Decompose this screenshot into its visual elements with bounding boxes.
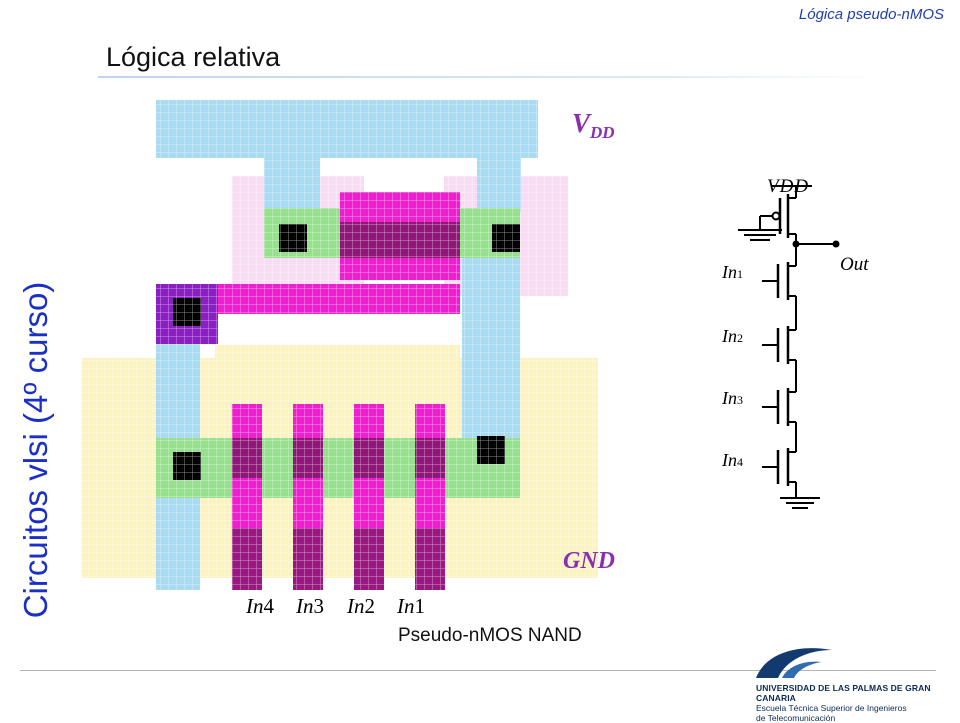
school-name-line1: Escuela Técnica Superior de Ingenieros [756,703,907,713]
footer-rule [20,670,936,671]
schematic-input-label-in2: In2 [722,326,743,346]
layout-input-label-in2: In2 [347,594,375,618]
header-topic: Lógica pseudo-nMOS [798,6,944,23]
school-name-line2: de Telecomunicación [756,713,836,723]
layout-grid-overlay [82,100,598,590]
schematic-wires [738,185,840,509]
university-logo-icon [756,648,832,678]
layout-vdd-label: VDD [572,108,615,142]
layout-input-label-in4: In4 [246,594,274,618]
schematic-vdd-label: VDD [767,176,810,197]
schematic-out-label: Out [840,254,869,275]
slide-title: Lógica relativa [106,42,281,72]
layout-layers [82,100,598,590]
university-name: UNIVERSIDAD DE LAS PALMAS DE GRAN CANARI… [756,683,931,703]
university-name-block: UNIVERSIDAD DE LAS PALMAS DE GRAN CANARI… [756,683,960,723]
layout-gnd-label: GND [563,548,615,574]
schematic-input-label-in3: In3 [722,388,743,408]
schematic-input-label-in4: In4 [722,450,743,470]
layout-input-label-in1: In1 [397,594,425,618]
schematic-input-label-in1: In1 [722,262,743,282]
layout-caption: Pseudo-nMOS NAND [398,625,582,646]
title-underline [98,76,882,78]
layout-input-label-in3: In3 [296,594,324,618]
